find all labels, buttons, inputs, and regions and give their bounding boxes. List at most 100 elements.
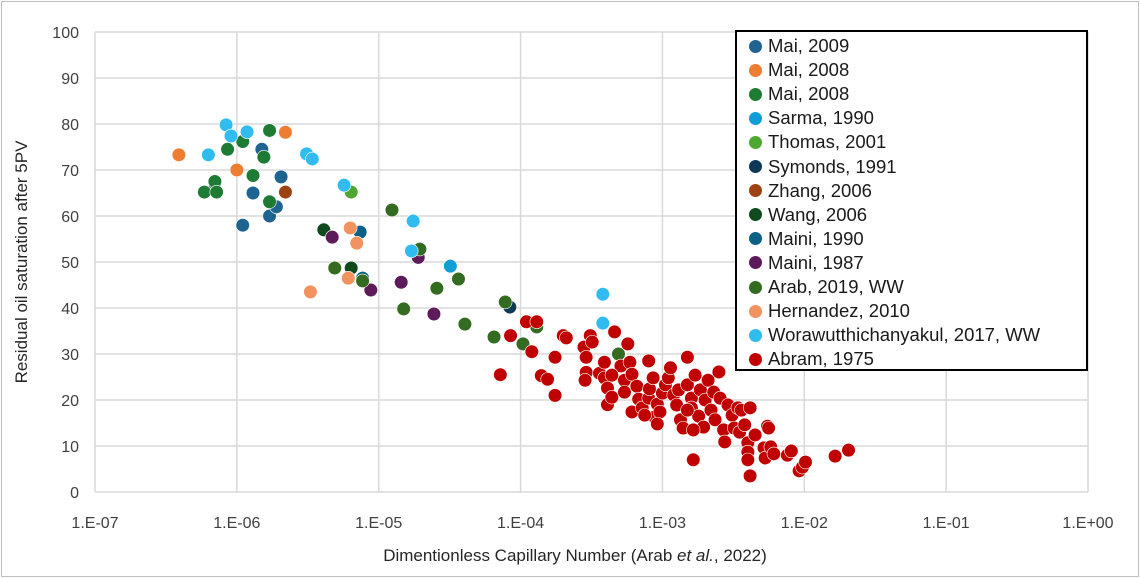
data-point [273,169,289,184]
legend-marker-icon [749,352,762,366]
data-point [278,184,293,200]
y-tick-label: 50 [61,255,79,272]
data-point [595,287,610,302]
data-point [646,370,661,386]
data-point [629,379,644,394]
data-point [235,218,250,233]
legend-marker-icon [749,304,762,318]
legend-marker-icon [749,280,762,294]
data-point [327,260,342,276]
x-tick-label: 1.E-06 [213,515,260,532]
data-point [404,243,419,259]
data-point [652,404,668,420]
data-point [737,417,752,432]
data-point [766,446,781,461]
legend-marker-icon [749,135,762,149]
data-point [443,259,458,274]
legend-item: Symonds, 1991 [749,155,897,179]
data-point [171,147,186,162]
data-point [617,385,632,400]
data-point [597,355,612,370]
data-point [426,306,442,322]
data-point [406,213,421,229]
series-6 [278,184,293,200]
data-point [540,372,555,387]
x-tick-label: 1.E-02 [781,515,828,532]
x-axis-title-suffix: , 2022) [714,546,767,565]
data-point [220,142,235,157]
legend-label: Hernandez, 2010 [768,300,910,322]
data-point [577,373,593,388]
legend-label: Mai, 2008 [768,59,850,81]
legend-item: Zhang, 2006 [749,179,872,203]
data-point [624,367,640,382]
data-point [547,350,563,365]
data-point [579,350,594,365]
y-tick-label: 90 [61,71,79,88]
y-tick-label: 60 [61,209,79,226]
data-point [529,314,544,329]
data-point [701,373,716,388]
data-point [229,162,244,178]
x-tick-label: 1.E-03 [639,515,686,532]
legend-marker-icon [749,87,762,101]
data-point [761,420,776,436]
legend-marker-icon [749,39,762,53]
data-point [303,284,318,300]
data-point [747,427,763,443]
legend-marker-icon [749,63,762,77]
data-point [622,355,638,370]
data-point [209,184,224,200]
y-tick-label: 70 [61,163,79,180]
legend-label: Zhang, 2006 [768,179,872,201]
legend-item: Arab, 2019, WW [749,275,904,299]
data-point [547,388,563,403]
y-tick-label: 0 [70,485,79,502]
data-point [680,350,695,365]
legend-label: Mai, 2009 [768,35,850,56]
legend-item: Abram, 1975 [749,347,874,371]
data-point [717,434,732,449]
x-tick-label: 1.E+00 [1062,515,1113,532]
data-point [663,360,678,375]
legend-label: Abram, 1975 [768,348,874,370]
data-point [637,408,652,423]
series-3 [443,259,458,274]
data-point [493,367,508,382]
data-point [798,455,813,470]
data-point [607,324,622,340]
legend-item: Sarma, 1990 [749,106,874,130]
data-point [828,449,843,464]
series-11 [303,220,364,300]
legend-label: Wang, 2006 [768,203,868,225]
data-point [680,403,695,418]
legend-marker-icon [749,256,762,270]
legend: Mai, 2009 Mai, 2008 Mai, 2008 Sarma, 1990 Th… [735,30,1088,371]
legend-marker-icon [749,184,762,198]
data-point [503,328,518,343]
x-axis-title: Dimentionless Capillary Number (Arab et … [383,546,767,565]
legend-label: Worawutthichanyakul, 2017, WW [768,324,1041,346]
data-point [784,443,799,459]
data-point [325,230,340,245]
legend-label: Thomas, 2001 [768,131,887,153]
data-point [201,147,216,162]
data-point [262,194,277,209]
legend-marker-icon [749,208,762,222]
x-tick-label: 1.E-04 [497,515,544,532]
y-tick-label: 20 [61,393,79,410]
x-tick-label: 1.E-01 [923,515,970,532]
y-tick-label: 80 [61,117,79,134]
legend-marker-icon [749,160,762,173]
legend-marker-icon [749,328,762,342]
legend-label: Maini, 1990 [768,227,864,249]
data-point [223,128,239,144]
data-point [429,281,444,296]
data-point [262,123,277,138]
data-point [278,125,293,140]
y-tick-label: 40 [61,301,79,318]
data-point [498,294,513,310]
data-point [305,151,320,167]
x-axis-title-prefix: Dimentionless Capillary Number (Arab [383,546,677,565]
data-point [451,271,466,287]
